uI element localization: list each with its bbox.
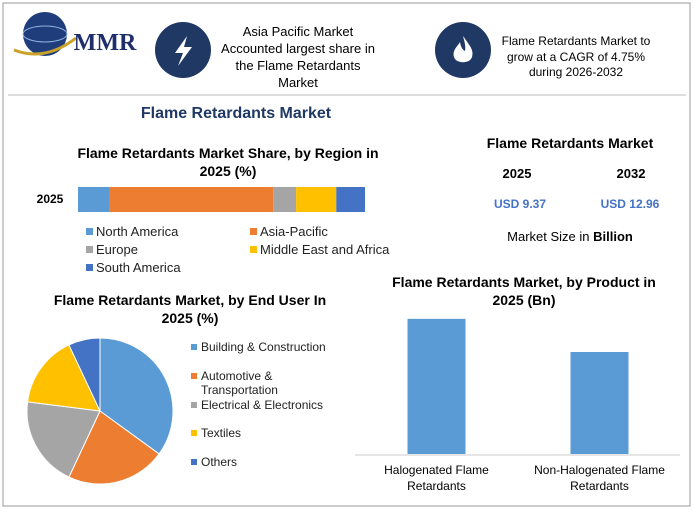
market-value: USD 12.96 — [600, 197, 660, 211]
market-value: USD 9.37 — [493, 197, 547, 211]
title: Flame Retardants Market — [140, 105, 332, 122]
legend-label: Building & Construction — [201, 340, 326, 354]
legend-swatch — [250, 246, 257, 253]
bar-segment — [273, 187, 297, 212]
legend-swatch — [191, 459, 197, 465]
logo-swoosh — [13, 36, 77, 56]
legend-swatch — [86, 228, 93, 235]
legend-label: Automotive & Transportation — [201, 369, 278, 398]
bar-segment — [109, 187, 274, 212]
y-tick-label: 2025 — [36, 192, 64, 206]
x-tick-label: Halogenated Flame Retardants — [384, 463, 489, 493]
chart-title: Flame Retardants Market, by End User In … — [53, 292, 327, 327]
panel-title: Flame Retardants Market — [486, 135, 654, 151]
note: Market Size in Billion — [470, 229, 670, 246]
legend-swatch — [191, 430, 197, 436]
bar-segment — [296, 187, 337, 212]
pie-slice — [99, 337, 174, 455]
chart-title: Flame Retardants Market Share, by Region… — [77, 145, 379, 180]
x-tick-label: Non-Halogenated Flame Retardants — [534, 463, 665, 493]
legend-swatch — [250, 228, 257, 235]
year: 2032 — [616, 166, 646, 181]
legend-label: Electrical & Electronics — [201, 398, 324, 412]
chart-title: Flame Retardants Market, by Product in 2… — [392, 274, 656, 309]
legend-label: Europe — [96, 242, 138, 257]
border — [2, 2, 691, 507]
icon-bolt — [175, 36, 192, 66]
legend-swatch — [86, 246, 93, 253]
bar — [407, 318, 466, 454]
legend-swatch — [191, 373, 197, 379]
pie-slice — [27, 344, 101, 412]
legend-swatch — [191, 402, 197, 408]
bar — [570, 352, 629, 454]
logo-text: MMR — [73, 30, 137, 56]
legend-label: Textiles — [201, 426, 242, 440]
legend-label: Asia-Pacific — [260, 224, 328, 239]
info-text: Asia Pacific Market Accounted largest sh… — [221, 24, 375, 90]
legend-swatch — [86, 264, 93, 271]
legend-label: South America — [96, 260, 181, 275]
pie-slice — [68, 337, 101, 412]
year: 2025 — [502, 166, 532, 181]
legend-label: North America — [96, 224, 179, 239]
icon-flame — [453, 36, 473, 63]
logo-globe — [22, 25, 68, 43]
pie-slice — [26, 401, 101, 478]
logo-globe — [23, 12, 67, 56]
info-text: Flame Retardants Market to grow at a CAG… — [501, 34, 651, 80]
legend-swatch — [191, 344, 197, 350]
bar-segment — [78, 187, 110, 212]
note-unit: Billion — [593, 229, 633, 244]
legend-label: Others — [201, 455, 238, 469]
note-text: Market Size in — [507, 229, 590, 244]
bar-segment — [336, 187, 365, 212]
legend-label: Middle East and Africa — [260, 242, 390, 257]
